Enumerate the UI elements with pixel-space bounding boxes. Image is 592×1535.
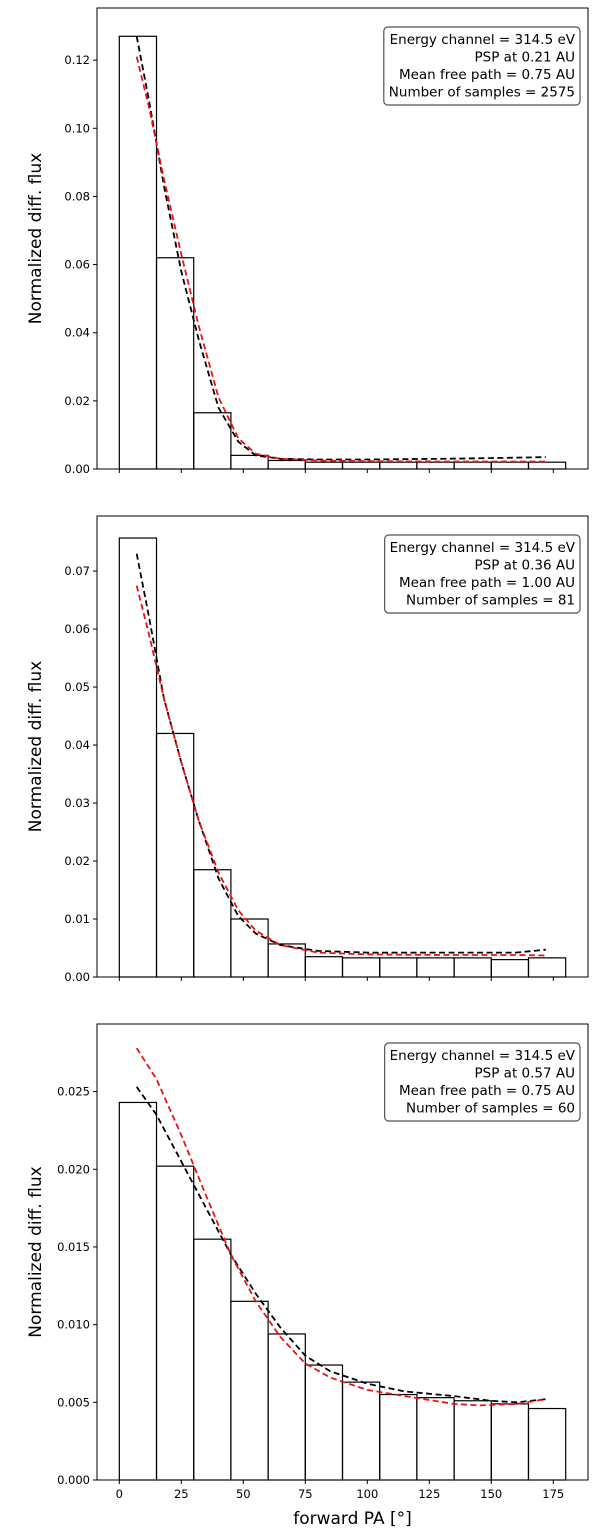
legend-box: Energy channel = 314.5 eV PSP at 0.57 AUM… <box>384 1042 581 1122</box>
model-curve-red <box>135 585 546 957</box>
legend-line: Energy channel = 314.5 eV <box>390 32 576 48</box>
y-tick-label: 0.00 <box>64 462 90 476</box>
y-axis-label: Normalized diff. flux <box>26 1166 46 1337</box>
x-tick-label: 75 <box>298 1487 313 1501</box>
y-tick-label: 0.07 <box>64 564 90 578</box>
y-tick-label: 0.04 <box>64 738 90 752</box>
histogram-bar <box>193 1238 232 1481</box>
x-tick-label: 25 <box>174 1487 189 1501</box>
histogram-bar <box>155 732 195 978</box>
histogram-bar <box>379 1393 418 1481</box>
legend-frame <box>384 1042 581 1122</box>
legend-line: PSP at 0.21 AU <box>475 50 575 66</box>
histogram-bar <box>304 956 344 978</box>
legend-line: Energy channel = 314.5 eV <box>390 540 576 556</box>
y-tick-label: 0.025 <box>57 1085 90 1099</box>
histogram-bar <box>527 957 567 978</box>
y-tick-label: 0.06 <box>64 622 90 636</box>
y-tick-label: 0.010 <box>57 1318 90 1332</box>
y-axis-label: Normalized diff. flux <box>26 153 46 324</box>
histogram-bar <box>267 459 306 470</box>
legend-frame <box>383 26 581 106</box>
y-tick-label: 0.05 <box>64 680 90 694</box>
y-tick-label: 0.12 <box>64 53 90 67</box>
legend-frame <box>384 534 581 614</box>
histogram-bar <box>155 257 195 470</box>
histogram-bar <box>453 461 492 470</box>
y-tick-label: 0.00 <box>64 970 90 984</box>
model-curve-black <box>135 553 546 954</box>
y-tick-label: 0.015 <box>57 1240 90 1254</box>
histogram-bar <box>379 461 418 470</box>
legend-line: Number of samples = 81 <box>406 593 575 609</box>
y-tick-label: 0.04 <box>64 326 90 340</box>
histogram-bar <box>267 1333 306 1481</box>
model-curve-red <box>135 56 546 463</box>
histogram-bar <box>490 461 530 470</box>
chart-panel-2: 0.00 0.01 0.02 0.03 0.04 0.05 0.06 0.07 Normaliz… <box>26 515 589 984</box>
y-tick-label: 0.03 <box>64 796 90 810</box>
legend-box: Energy channel = 314.5 eV PSP at 0.21 AUM… <box>383 26 581 106</box>
y-tick-label: 0.02 <box>64 394 90 408</box>
y-tick-label: 0.10 <box>64 121 90 135</box>
histogram-bar <box>416 957 455 978</box>
histogram-bar <box>341 957 381 978</box>
histogram-bar <box>155 1165 195 1481</box>
histogram-bar <box>341 1381 381 1481</box>
y-tick-label: 0.005 <box>57 1395 90 1409</box>
legend-line: Energy channel = 314.5 eV <box>390 1048 576 1064</box>
axes-frame <box>96 515 589 978</box>
histogram-bar <box>193 412 232 470</box>
legend-line: Mean free path = 0.75 AU <box>399 67 575 83</box>
y-tick-label: 0.02 <box>64 854 90 868</box>
legend-line: PSP at 0.36 AU <box>475 558 575 574</box>
y-tick-label: 0.000 <box>57 1473 90 1487</box>
model-curve-black <box>135 36 546 461</box>
histogram-bar <box>304 461 344 470</box>
histogram-bar <box>490 1403 530 1481</box>
histogram-bar <box>453 957 492 978</box>
histogram-bar <box>118 537 158 978</box>
y-tick-label: 0.08 <box>64 189 90 203</box>
histogram-bar <box>527 461 567 470</box>
x-tick-label: 175 <box>542 1487 564 1501</box>
histogram-bar <box>304 1364 344 1481</box>
x-tick-label: 150 <box>480 1487 502 1501</box>
histogram-bar <box>416 1397 455 1481</box>
legend-box: Energy channel = 314.5 eV PSP at 0.36 AUM… <box>384 534 581 614</box>
histogram-bar <box>230 454 269 470</box>
histogram-bar <box>379 957 418 978</box>
legend-line: Mean free path = 0.75 AU <box>399 1083 575 1099</box>
histogram-bar <box>490 959 530 978</box>
x-tick-label: 0 <box>116 1487 123 1501</box>
histogram-bar <box>118 35 158 470</box>
axes-frame <box>96 7 589 470</box>
x-axis-label: forward PA [°] <box>293 1509 412 1529</box>
legend-line: PSP at 0.57 AU <box>475 1066 575 1082</box>
model-curve-black <box>135 1086 546 1404</box>
histogram-bar <box>230 1300 269 1481</box>
histogram-bar <box>527 1407 567 1481</box>
model-curve-red <box>135 1047 546 1407</box>
axes-frame <box>96 1023 589 1481</box>
histogram-bar <box>341 461 381 470</box>
x-tick-label: 125 <box>418 1487 440 1501</box>
x-tick-label: 50 <box>236 1487 251 1501</box>
legend-line: Number of samples = 60 <box>406 1101 575 1117</box>
histogram-bar <box>118 1101 158 1481</box>
x-tick-label: 100 <box>356 1487 378 1501</box>
histogram-bar <box>453 1400 492 1481</box>
chart-panel-1: 0.00 0.02 0.04 0.06 0.08 0.10 0.12 Normalized d… <box>26 7 589 476</box>
legend-line: Number of samples = 2575 <box>389 85 575 101</box>
histogram-bar <box>416 461 455 470</box>
legend-line: Mean free path = 1.00 AU <box>399 575 575 591</box>
y-tick-label: 0.020 <box>57 1162 90 1176</box>
chart-panel-3: 0.000 0.005 0.010 0.015 0.020 0.025 0 25 50 75 100… <box>26 1023 589 1529</box>
y-tick-label: 0.06 <box>64 258 90 272</box>
y-tick-label: 0.01 <box>64 912 90 926</box>
y-axis-label: Normalized diff. flux <box>26 661 46 832</box>
